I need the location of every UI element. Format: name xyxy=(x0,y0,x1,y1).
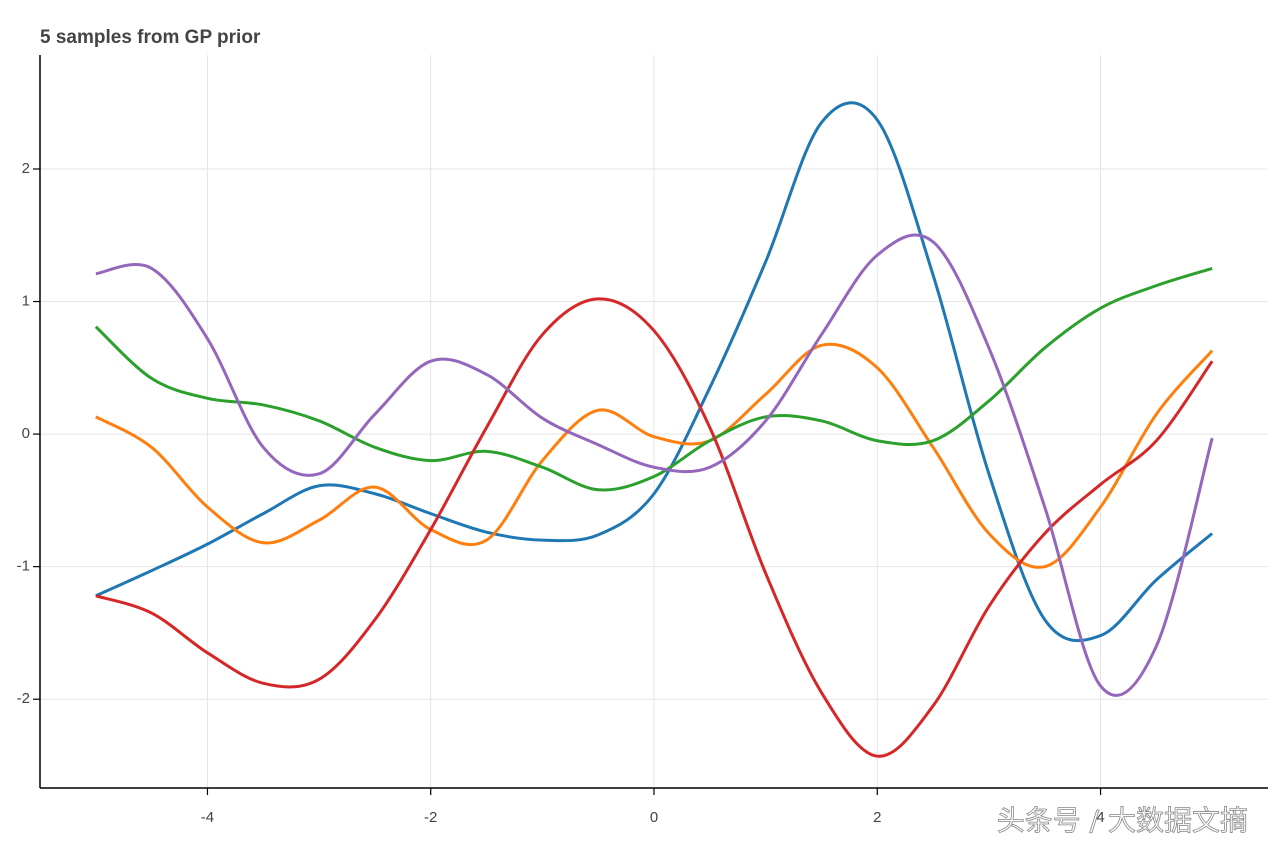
y-tick-label: -1 xyxy=(17,558,30,575)
x-tick-label: 4 xyxy=(1096,809,1104,826)
x-tick-label: -4 xyxy=(201,809,214,826)
watermark: 头条号 / 大数据文摘 xyxy=(997,804,1248,837)
series-line xyxy=(95,233,1214,697)
x-tick-label: 0 xyxy=(650,809,658,826)
series-line xyxy=(95,101,1214,643)
x-tick-label: -2 xyxy=(424,809,437,826)
series-line xyxy=(95,342,1214,569)
y-tick-label: 2 xyxy=(22,160,30,177)
y-tick-label: 0 xyxy=(22,425,30,442)
series-line xyxy=(94,266,1213,492)
x-tick-label: 2 xyxy=(873,809,881,826)
series-line xyxy=(95,297,1214,758)
y-tick-label: -2 xyxy=(17,690,30,707)
y-tick-label: 1 xyxy=(22,293,30,310)
chart-title: 5 samples from GP prior xyxy=(40,27,261,48)
